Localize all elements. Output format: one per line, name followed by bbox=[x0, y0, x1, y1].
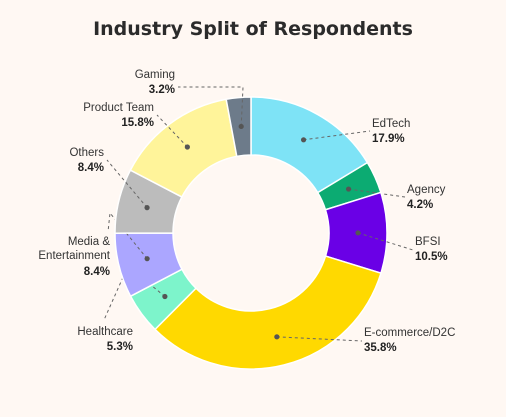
slice-label: Healthcare bbox=[77, 326, 133, 338]
leader-dot bbox=[355, 230, 361, 236]
slice-label: Agency bbox=[407, 184, 446, 196]
leader-dot bbox=[184, 144, 190, 150]
leader-line bbox=[107, 211, 148, 260]
leader-line bbox=[156, 114, 188, 148]
slice-value-label: 17.9% bbox=[372, 133, 405, 145]
slice-value-label: 15.8% bbox=[121, 117, 154, 129]
slice-value-label: 3.2% bbox=[149, 84, 175, 96]
slice-value-label: 8.4% bbox=[78, 162, 104, 174]
slice-label: Media & bbox=[68, 236, 111, 248]
slice-label: Product Team bbox=[83, 102, 154, 114]
slice-value-label: 5.3% bbox=[107, 341, 133, 353]
leader-dot bbox=[300, 137, 307, 143]
leader-line bbox=[357, 232, 414, 251]
slice-label: BFSI bbox=[415, 236, 441, 248]
slice-value-label: 35.8% bbox=[364, 342, 397, 354]
slice-value-label: 10.5% bbox=[415, 251, 448, 263]
slice-label: Gaming bbox=[135, 69, 175, 81]
leader-dot bbox=[274, 334, 280, 340]
leader-dot bbox=[162, 293, 168, 300]
leader-line bbox=[178, 86, 244, 127]
chart-title: Industry Split of Respondents bbox=[93, 18, 413, 40]
slice-value-label: 8.4% bbox=[84, 266, 110, 278]
leader-line bbox=[106, 159, 148, 208]
leader-line bbox=[276, 336, 363, 342]
slice-e-commerce-d2c bbox=[153, 255, 382, 370]
leader-dot bbox=[345, 186, 352, 192]
slice-label: Entertainment bbox=[38, 250, 110, 262]
slice-label: E-commerce/D2C bbox=[364, 327, 455, 339]
leader-dot bbox=[144, 256, 150, 262]
slice-label: EdTech bbox=[372, 118, 410, 130]
leader-line bbox=[303, 130, 371, 141]
slice-label: Others bbox=[69, 147, 104, 159]
slice-value-label: 4.2% bbox=[407, 199, 433, 211]
leader-dot bbox=[144, 205, 150, 211]
leader-dot bbox=[238, 123, 244, 130]
slice-gaming bbox=[225, 96, 252, 158]
